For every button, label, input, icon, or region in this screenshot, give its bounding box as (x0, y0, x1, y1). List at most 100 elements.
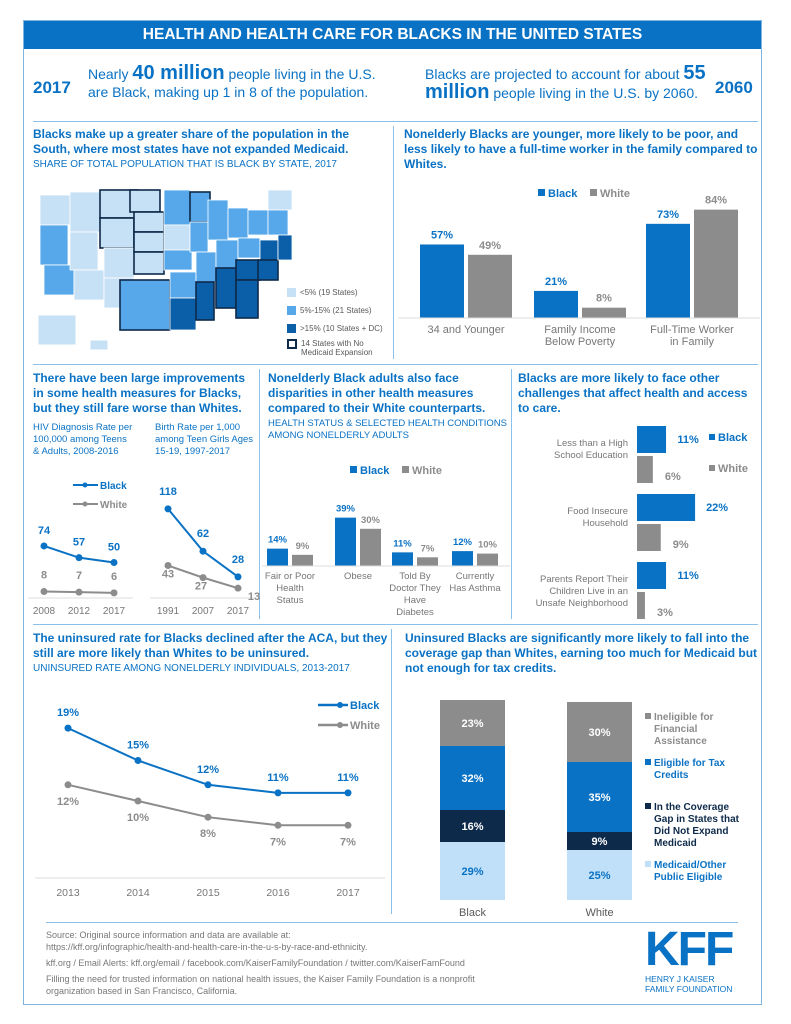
category-label: School Education (554, 450, 628, 461)
bar-white (292, 554, 313, 566)
point-white (110, 589, 118, 597)
legend-label: 14 States with No Medicaid Expansion (301, 339, 373, 357)
young-poor-chart: Black White 57% 49% 34 and Younger 21% 8% Famil… (398, 188, 760, 348)
divider (46, 922, 738, 923)
state-shape (257, 259, 279, 281)
chart-heading: Uninsured Blacks are significantly more … (405, 631, 758, 675)
data-label: 15% (127, 740, 149, 752)
legend-label: Medicaid (654, 838, 697, 849)
bar-white (637, 524, 661, 551)
state-shape (267, 209, 289, 236)
category-label: Family Income (544, 324, 616, 336)
data-label: 35% (588, 792, 610, 804)
bar-black (267, 548, 288, 566)
state-shape (189, 191, 211, 223)
legend-label: In the Coverage (654, 802, 729, 813)
bar-white (694, 209, 738, 318)
point-white (40, 587, 48, 595)
health-header: Nonelderly Black adults also face dispar… (268, 371, 508, 442)
category-label: Told By (399, 571, 430, 582)
us-map (37, 189, 293, 351)
data-label: 32% (461, 773, 483, 785)
bar-black (646, 223, 690, 318)
category-label: Black (459, 907, 486, 919)
data-label: 21% (545, 276, 567, 288)
map-legend: <5% (19 States) 5%-15% (21 States) >15% … (287, 288, 397, 357)
point-white (204, 813, 212, 821)
data-label: 30% (361, 515, 381, 526)
legend-marker (337, 702, 343, 708)
point-black (40, 542, 48, 550)
state-shape (73, 269, 105, 301)
stat-text: Nearly (88, 66, 133, 82)
data-label: 23% (461, 718, 483, 730)
data-label: 11% (677, 570, 699, 582)
point-white (75, 588, 83, 596)
legend-label: Black (718, 432, 748, 444)
source-link[interactable]: https://kff.org/infographic/health-and-h… (46, 942, 368, 952)
state-shape (169, 271, 197, 299)
state-shape (39, 224, 69, 266)
bar-black (452, 551, 473, 566)
data-label: 84% (705, 195, 727, 207)
category-label: Parents Report Their (540, 574, 628, 585)
legend-swatch-white (709, 465, 715, 471)
legend-swatch (645, 713, 651, 719)
hiv-header: There have been large improvements in so… (33, 371, 255, 458)
legend-label: Black (100, 481, 127, 492)
state-shape (169, 297, 197, 331)
data-label: 28 (232, 554, 244, 566)
legend-label: 5%-15% (21 States) (300, 306, 372, 315)
data-label: 7 (76, 570, 82, 582)
x-tick-label: 2014 (126, 887, 150, 899)
data-label: 39% (336, 504, 356, 515)
uninsured-header: The uninsured rate for Blacks declined a… (33, 631, 389, 675)
data-label: 22% (706, 502, 728, 514)
data-label: 16% (461, 821, 483, 833)
map-subheading: SHARE OF TOTAL POPULATION THAT IS BLACK … (33, 159, 337, 170)
stat-bold: 55 million (425, 62, 706, 103)
stacked-segment (567, 832, 632, 850)
legend-marker (337, 722, 343, 728)
category-label: Full-Time Worker (650, 324, 734, 336)
state-shape (43, 264, 75, 296)
stacked-segment (567, 850, 632, 900)
data-label: 11% (267, 772, 289, 784)
data-label: 3% (657, 607, 673, 619)
state-shape (69, 191, 101, 233)
data-label: 8 (41, 569, 47, 581)
legend-swatch (287, 306, 296, 315)
state-shape (215, 267, 237, 309)
category-label: Food Insecure (567, 506, 628, 517)
state-shape (99, 217, 135, 249)
point-black (274, 789, 282, 797)
page-title: HEALTH AND HEALTH CARE FOR BLACKS IN THE… (24, 21, 761, 49)
legend-label: Financial (654, 724, 698, 735)
map-header: Blacks make up a greater share of the po… (33, 127, 388, 171)
legend-marker (82, 482, 88, 488)
data-label: 11% (393, 538, 412, 549)
data-label: 43 (162, 569, 174, 581)
legend-swatch (287, 288, 296, 297)
state-shape (215, 239, 239, 269)
legend-swatch (287, 339, 297, 349)
chart-title: HEALTH STATUS & SELECTED HEALTH CONDITIO… (268, 418, 507, 441)
legend-label: White (350, 720, 380, 732)
divider (259, 369, 260, 619)
state-shape (39, 194, 71, 226)
point-white (274, 821, 282, 829)
data-label: 12% (197, 764, 219, 776)
data-label: 8% (596, 293, 612, 305)
legend-swatch (645, 803, 651, 809)
legend-swatch (645, 759, 651, 765)
legend-label: <5% (19 States) (300, 288, 358, 297)
chart-heading: There have been large improvements in so… (33, 371, 246, 415)
footer-links[interactable]: kff.org / Email Alerts: kff.org/email / … (46, 958, 465, 968)
point-white (64, 781, 72, 789)
divider (391, 629, 392, 914)
x-tick-label: 2007 (192, 606, 215, 617)
legend-label: Public Eligible (654, 872, 723, 883)
bar-black (637, 494, 696, 521)
